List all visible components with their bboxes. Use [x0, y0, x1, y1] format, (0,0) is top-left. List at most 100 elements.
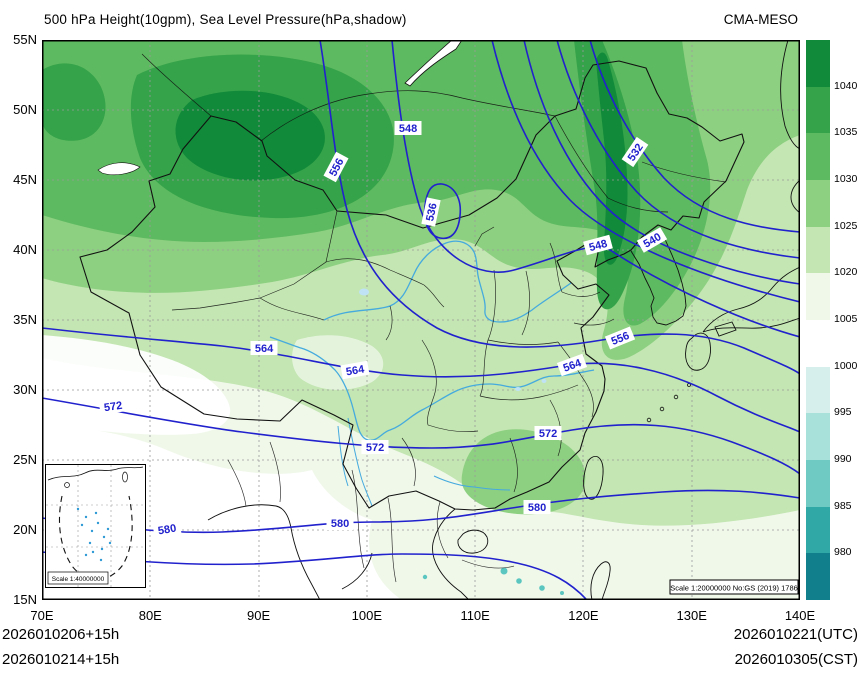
colorbar-cell	[806, 460, 830, 507]
contour-label: 564	[255, 343, 274, 355]
x-tick-label: 80E	[138, 608, 162, 623]
contour-556	[319, 39, 801, 375]
taiwan-island	[583, 455, 604, 500]
y-tick-label: 25N	[13, 452, 37, 467]
colorbar-tick-label: 1000	[834, 359, 858, 372]
shading-level-6-west	[175, 90, 325, 181]
inset-islands	[76, 507, 112, 562]
colorbar-tick-label: 1020	[834, 266, 858, 279]
inset-map: Scale 1:40000000	[45, 464, 146, 588]
shading-level-3-south-blob	[461, 429, 586, 515]
luzon-coast	[590, 561, 611, 601]
inset-dash-line	[58, 495, 133, 580]
contour-564	[41, 327, 801, 433]
korea-coast	[630, 236, 687, 326]
colorbar-cell	[806, 273, 830, 321]
japan-kyushu	[685, 332, 711, 371]
init-time-cst: 2026010214+15h	[2, 651, 120, 668]
contour-580	[41, 489, 801, 534]
x-tick-label: 70E	[30, 608, 54, 623]
y-tick-label: 30N	[13, 382, 37, 397]
x-tick-label: 110E	[460, 608, 490, 623]
colorbar-cell	[806, 320, 830, 367]
inset-grid	[46, 465, 145, 587]
foreign-borders	[141, 53, 556, 583]
qinghai-lake	[359, 288, 369, 296]
colorbar-cell	[806, 40, 830, 87]
contour-label: 536	[424, 202, 440, 222]
contour-label: 580	[157, 522, 177, 537]
contour-label: 572	[366, 442, 384, 454]
japan-honshu	[702, 179, 801, 333]
pearl-river	[433, 475, 511, 491]
colorbar-tick-label: 985	[834, 499, 852, 512]
y-tick-label: 45N	[13, 172, 37, 187]
x-tick-label: 90E	[246, 608, 271, 623]
valid-time-cst: 2026010305(CST)	[734, 651, 858, 668]
colorbar-tick-label: 1005	[834, 313, 858, 325]
colorbar-tick-label: 1030	[834, 173, 858, 185]
y-tick-label: 50N	[13, 102, 37, 117]
contour-label: 564	[345, 363, 366, 378]
valid-time-utc: 2026010221(UTC)	[733, 626, 858, 643]
shading-level-5-corner	[42, 63, 106, 141]
shading-hole-sichuan	[292, 335, 384, 390]
shading-hole-tibet	[42, 335, 231, 435]
y-tick-label: 20N	[13, 522, 37, 537]
colorbar-tick-label: 1040	[834, 79, 858, 92]
y-tick-label: 55N	[13, 32, 37, 47]
contour-536-ne	[556, 39, 801, 259]
colorbar-tick-label: 1025	[834, 219, 858, 232]
china-border	[79, 60, 745, 511]
contour-572	[41, 397, 801, 475]
y-tick-label: 40N	[13, 242, 37, 257]
shading-level-6-ne	[596, 52, 628, 265]
colorbar-ticks: 1040 1035 1030 1025 1020 1005 1000 995 990 985 980	[834, 40, 860, 600]
x-tick-label: 100E	[351, 608, 383, 623]
sw-rivers	[337, 417, 373, 507]
colorbar-cell	[806, 180, 830, 227]
inset-scale-label: Scale 1:40000000	[52, 576, 105, 583]
contour-580b	[41, 551, 588, 601]
x-tick-label: 120E	[568, 608, 599, 623]
chart-title: 500 hPa Height(10gpm), Sea Level Pressur…	[44, 12, 407, 27]
contour-548	[391, 39, 801, 338]
colorbar-cell	[806, 413, 830, 461]
hainan-island	[457, 529, 489, 554]
inset-taiwan	[122, 471, 128, 483]
contour-label: 548	[588, 238, 609, 254]
map-scale-note: Scale 1:20000000 No:GS (2019) 1786	[669, 579, 799, 595]
map-area: 548 556 536 532 548 540 556 564 564 564 …	[41, 39, 801, 601]
y-tick-label: 35N	[13, 312, 37, 327]
x-tick-label: 130E	[676, 608, 707, 623]
contour-label: 580	[528, 502, 546, 514]
contour-540	[523, 39, 801, 285]
colorbar-tick-label: 1035	[834, 126, 858, 139]
contour-label: 572	[539, 428, 557, 440]
map-svg: 548 556 536 532 548 540 556 564 564 564 …	[41, 39, 801, 601]
map-scale-text: Scale 1:20000000 No:GS (2019) 1786	[670, 584, 798, 593]
colorbar-tick-label: 980	[834, 546, 852, 559]
colorbar-cell	[806, 226, 830, 274]
low-pressure-specks	[422, 567, 564, 595]
province-borders	[171, 115, 727, 493]
inset-coastline	[47, 466, 144, 481]
colorbar-tick-label: 995	[834, 406, 852, 419]
yellow-river	[323, 240, 572, 323]
colorbar-cell	[806, 366, 830, 414]
x-tick-label: 140E	[784, 608, 816, 623]
map-border	[42, 40, 800, 600]
model-name: CMA-MESO	[723, 12, 798, 27]
contour-label: 572	[103, 400, 123, 414]
sakhalin-coast	[780, 39, 801, 150]
contour-label: 548	[399, 123, 417, 135]
dongting-lake	[541, 379, 547, 383]
contour-544	[491, 39, 801, 303]
contour-536-closed	[423, 183, 462, 240]
y-tick-label: 15N	[13, 592, 37, 607]
inset-hainan	[64, 482, 70, 488]
poyang-lake	[515, 387, 521, 391]
colorbar-cell	[806, 506, 830, 554]
lake-balkhash	[97, 162, 141, 176]
